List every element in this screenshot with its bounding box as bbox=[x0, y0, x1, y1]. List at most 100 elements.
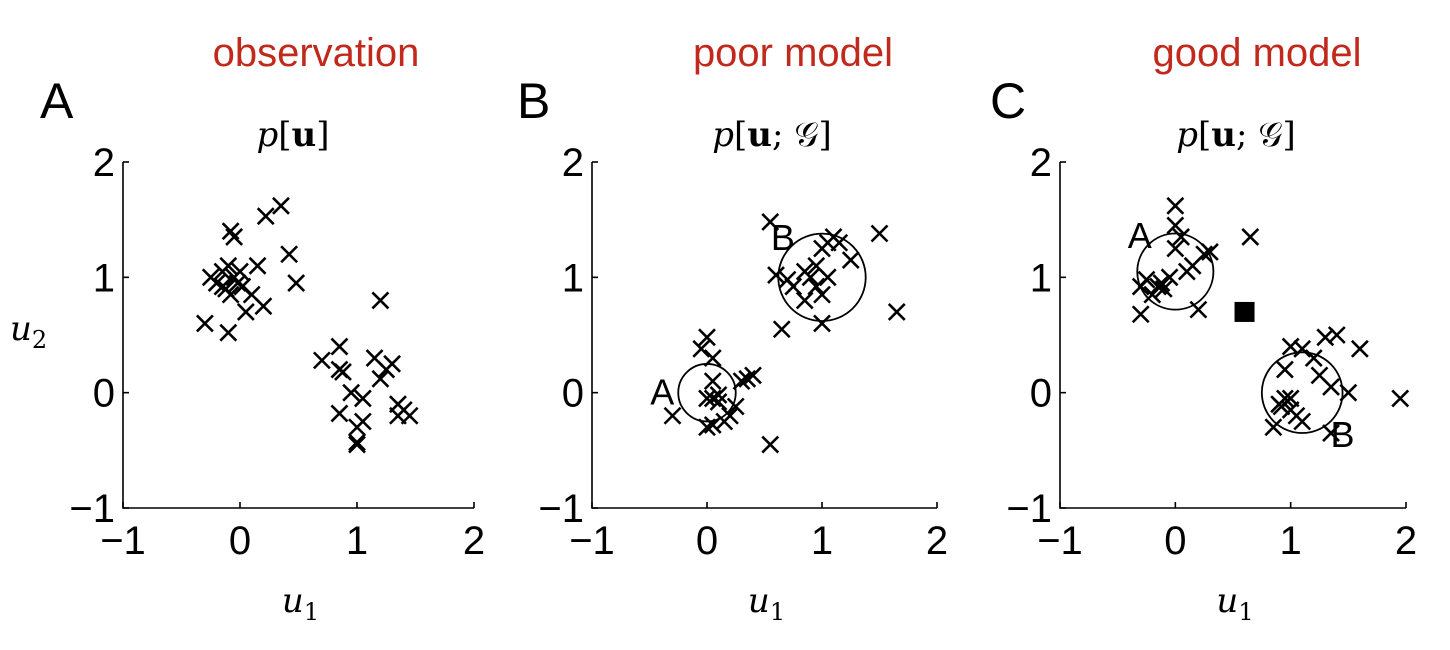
panel-heading: observation bbox=[213, 31, 420, 75]
x-axis-label-sub: 1 bbox=[1238, 598, 1253, 626]
title-part: u bbox=[292, 115, 317, 155]
data-point bbox=[348, 435, 366, 454]
y-axis-label-base: u bbox=[10, 309, 32, 349]
data-point bbox=[887, 303, 906, 321]
data-point bbox=[1304, 349, 1323, 367]
title-part: [ bbox=[734, 115, 747, 155]
panel-letter: A bbox=[40, 73, 74, 129]
x-axis-label-base: u bbox=[1216, 581, 1238, 621]
data-point bbox=[248, 256, 267, 275]
data-point bbox=[732, 372, 751, 391]
panel-letter: B bbox=[517, 73, 550, 129]
data-point bbox=[721, 406, 739, 425]
x-axis-label-sub: 1 bbox=[770, 598, 785, 626]
panel-title: p[u] bbox=[256, 115, 329, 155]
title-part: [ bbox=[278, 115, 291, 155]
title-part: u bbox=[1211, 115, 1236, 155]
y-tick-label: 0 bbox=[1030, 372, 1052, 416]
y-tick-label: −1 bbox=[69, 487, 115, 531]
title-part: ] bbox=[818, 115, 831, 155]
data-point bbox=[698, 328, 716, 347]
x-tick-label: 2 bbox=[926, 519, 948, 563]
gaussian-label-b: B bbox=[1330, 414, 1354, 455]
title-part: p bbox=[256, 115, 278, 155]
data-point bbox=[334, 362, 352, 381]
data-point bbox=[1143, 285, 1162, 304]
data-point bbox=[225, 228, 244, 246]
data-point bbox=[219, 323, 238, 342]
panel-heading: good model bbox=[1152, 31, 1361, 75]
y-axis-label-sub: 2 bbox=[32, 326, 47, 354]
data-point bbox=[870, 224, 889, 243]
data-point bbox=[353, 412, 372, 431]
data-point bbox=[818, 268, 837, 287]
data-point bbox=[1316, 328, 1335, 347]
data-point bbox=[342, 383, 361, 402]
square-marker bbox=[1234, 301, 1255, 322]
y-tick-label: 1 bbox=[562, 256, 584, 300]
y-axis-label: u2 bbox=[10, 309, 47, 354]
data-point bbox=[330, 404, 349, 423]
data-point bbox=[287, 274, 306, 293]
gaussian-circle-b bbox=[1260, 351, 1344, 434]
gaussian-circle-a bbox=[1136, 232, 1215, 311]
data-point bbox=[1201, 243, 1219, 261]
data-point bbox=[1264, 418, 1283, 437]
x-tick-label: 1 bbox=[811, 519, 833, 563]
y-tick-label: 0 bbox=[562, 372, 584, 416]
data-point bbox=[1327, 326, 1346, 344]
x-tick-label: 0 bbox=[229, 519, 251, 563]
panel-letter: C bbox=[990, 73, 1026, 129]
x-axis-label-base: u bbox=[282, 581, 304, 621]
data-point bbox=[1172, 228, 1191, 246]
title-part: p bbox=[1176, 115, 1198, 155]
data-point bbox=[1391, 389, 1410, 408]
y-tick-label: −1 bbox=[1006, 487, 1052, 531]
data-point bbox=[348, 433, 366, 452]
data-point bbox=[219, 256, 238, 275]
data-point bbox=[272, 196, 290, 215]
title-part: [ bbox=[1198, 115, 1211, 155]
gaussian-label-a: A bbox=[1128, 215, 1152, 256]
data-point bbox=[221, 222, 240, 241]
data-point bbox=[1322, 377, 1340, 396]
data-point bbox=[231, 262, 249, 281]
data-point bbox=[784, 277, 803, 296]
data-point bbox=[256, 207, 275, 226]
data-point bbox=[353, 389, 372, 408]
y-tick-label: 1 bbox=[93, 256, 115, 300]
title-part: ; bbox=[772, 115, 794, 155]
data-point bbox=[1241, 228, 1260, 246]
data-point bbox=[1189, 300, 1208, 319]
data-point bbox=[692, 339, 711, 358]
data-point bbox=[280, 245, 299, 264]
x-tick-label: 0 bbox=[696, 519, 718, 563]
axes bbox=[591, 162, 937, 509]
data-point bbox=[312, 351, 331, 370]
x-tick-label: 0 bbox=[1164, 519, 1186, 563]
axes bbox=[122, 162, 474, 509]
data-point bbox=[726, 397, 745, 416]
data-point bbox=[698, 389, 716, 408]
data-point bbox=[830, 233, 849, 252]
x-axis-label-sub: 1 bbox=[304, 598, 319, 626]
data-point bbox=[400, 406, 419, 425]
x-axis-label-base: u bbox=[748, 581, 770, 621]
data-point bbox=[703, 416, 722, 434]
y-tick-label: 0 bbox=[93, 372, 115, 416]
y-tick-label: −1 bbox=[538, 487, 584, 531]
data-point bbox=[772, 320, 791, 339]
data-point bbox=[1152, 274, 1171, 293]
data-point bbox=[1131, 305, 1150, 324]
data-point bbox=[1339, 383, 1358, 402]
data-point bbox=[761, 213, 780, 231]
data-point bbox=[1160, 268, 1179, 287]
data-point bbox=[807, 277, 826, 296]
data-point bbox=[1154, 279, 1173, 298]
data-point bbox=[1281, 337, 1300, 356]
data-point bbox=[195, 314, 214, 333]
